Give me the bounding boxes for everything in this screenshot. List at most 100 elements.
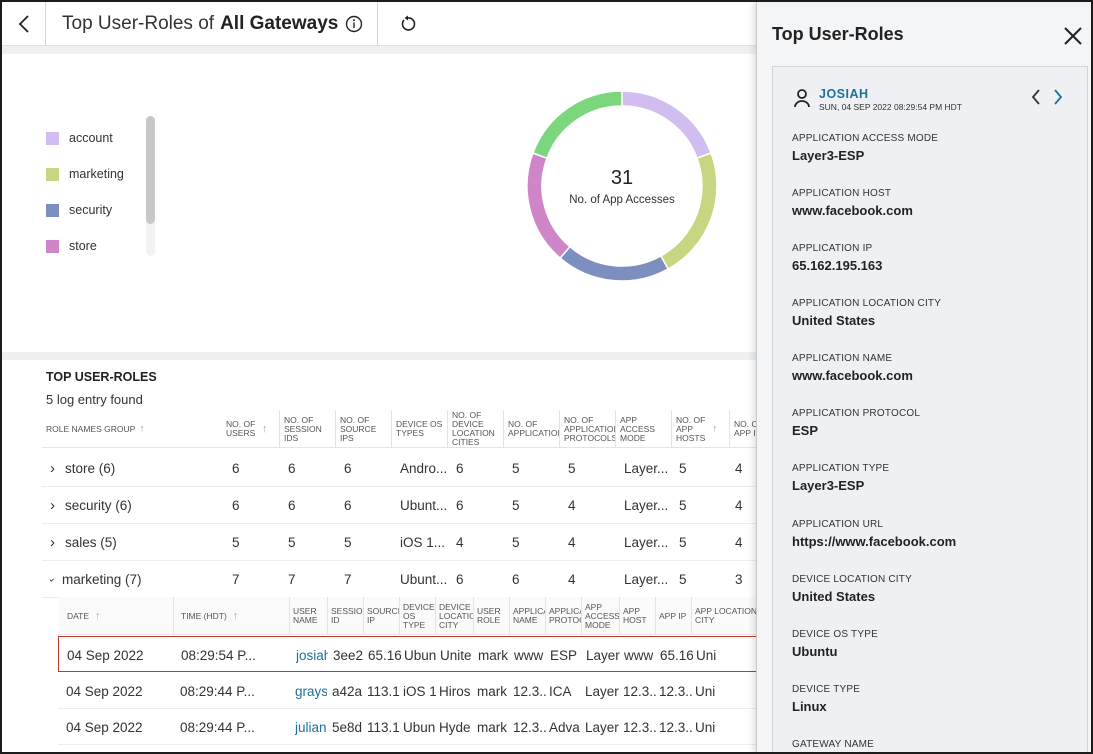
next-record-button[interactable] — [1053, 89, 1063, 110]
column-header-application-name[interactable]: APPLICATION NAME — [510, 597, 546, 635]
column-header-app-access-mode[interactable]: APP ACCESS MODE — [616, 410, 672, 448]
user-summary: JOSIAH SUN, 04 SEP 2022 08:29:54 PM HDT — [793, 87, 962, 112]
legend-item-account[interactable]: account — [46, 120, 124, 156]
cell-time: 08:29:54 P... — [181, 647, 256, 663]
column-header-app-host[interactable]: APP HOST — [620, 597, 656, 635]
user-timestamp: SUN, 04 SEP 2022 08:29:54 PM HDT — [819, 102, 963, 112]
table-row-group[interactable]: › security (6) 6 6 6 Ubunt... 6 5 4 Layer… — [42, 487, 762, 524]
column-header-device-os-types[interactable]: DEVICE OS TYPES — [392, 410, 448, 448]
field-label: DEVICE OS TYPE — [792, 629, 878, 640]
table-row-selected[interactable]: 04 Sep 2022 08:29:54 P... josiah 3ee2 65… — [58, 636, 762, 672]
detail-panel: Top User-Roles JOSIAH SUN, 04 SEP 2022 0… — [756, 2, 1091, 752]
table-title: TOP USER-ROLES — [46, 370, 157, 384]
previous-record-button[interactable] — [1031, 89, 1041, 110]
column-header-role-names[interactable]: ROLE NAMES GROUP ↑ — [46, 422, 145, 435]
cell-time: 08:29:44 P... — [180, 683, 255, 699]
field-value: Ubuntu — [792, 644, 838, 659]
close-button[interactable] — [1059, 22, 1087, 50]
table-header-row: ROLE NAMES GROUP ↑ NO. OF USERS ↑ NO. OF S… — [42, 410, 762, 448]
donut-segment[interactable] — [621, 90, 713, 160]
chevron-right-icon: › — [50, 534, 55, 551]
table-row-group[interactable]: › store (6) 6 6 6 Andro... 6 5 5 Layer...… — [42, 450, 762, 487]
field-label: DEVICE TYPE — [792, 684, 861, 695]
refresh-button[interactable] — [378, 2, 438, 46]
cell-location-cities: 6 — [456, 498, 464, 513]
column-header-device-location-city[interactable]: DEVICE LOCATION CITY — [436, 597, 474, 635]
cell-app-ips: 4 — [735, 461, 743, 476]
column-header-app-ips[interactable]: NO. OF APP IPS — [734, 419, 762, 438]
cell-device-os: iOS 1... — [400, 535, 446, 550]
detail-card: JOSIAH SUN, 04 SEP 2022 08:29:54 PM HDT … — [772, 66, 1088, 752]
column-header-application-protocols[interactable]: NO. OF APPLICATION PROTOCOLS — [560, 410, 616, 448]
sort-arrow-icon[interactable]: ↑ — [712, 422, 718, 435]
legend-item-security[interactable]: security — [46, 192, 124, 228]
column-header-source-ips[interactable]: NO. OF SOURCE IPS — [336, 410, 392, 448]
column-header-session-id[interactable]: SESSION ID — [328, 597, 364, 635]
back-button[interactable] — [2, 2, 46, 46]
table-row-group-expanded[interactable]: ›marketing (7) 7 7 7 Ubunt... 6 6 4 Laye… — [42, 561, 762, 598]
cell-source-ip: 113.1. — [367, 719, 400, 735]
column-header-users[interactable]: NO. OF USERS ↑ — [222, 410, 280, 448]
sort-arrow-icon[interactable]: ↑ — [232, 609, 239, 622]
chart-legend: account marketing security store — [46, 120, 124, 264]
field-label: APPLICATION NAME — [792, 353, 893, 364]
cell-app-hosts: 5 — [679, 572, 687, 587]
expand-toggle[interactable]: › security (6) — [50, 487, 132, 524]
cell-users: 6 — [232, 461, 240, 476]
column-header-device-location-cities[interactable]: NO. OF DEVICE LOCATION CITIES — [448, 410, 504, 448]
cell-source-ips: 5 — [344, 535, 352, 550]
cell-app-ips: 4 — [735, 498, 743, 513]
cell-device-location-city: Hyde — [439, 719, 471, 735]
column-header-source-ip[interactable]: SOURCE IP — [364, 597, 400, 635]
expand-toggle[interactable]: › sales (5) — [50, 524, 117, 561]
user-name-link[interactable]: grays — [295, 683, 327, 699]
column-header-app-access-mode[interactable]: APP ACCESS MODE — [582, 597, 620, 635]
column-header-application-protocol[interactable]: APPLICATION PROTOCOL — [546, 597, 582, 635]
cell-app-ips: 3 — [735, 572, 743, 587]
cell-application-name: www — [514, 647, 544, 663]
column-header-date[interactable]: DATE ↑ — [58, 597, 174, 635]
column-header-user-name[interactable]: USER NAME — [290, 597, 328, 635]
donut-segment[interactable] — [526, 152, 571, 260]
cell-application-name: 12.3.. — [513, 719, 546, 735]
cell-applications: 5 — [512, 498, 520, 513]
legend-swatch — [46, 131, 59, 145]
cell-application-protocol: ESP — [550, 647, 578, 663]
column-header-user-role[interactable]: USER ROLE — [474, 597, 510, 635]
donut-segment[interactable] — [531, 90, 623, 160]
column-header-device-os-type[interactable]: DEVICE OS TYPE — [400, 597, 436, 635]
donut-segment[interactable] — [659, 152, 718, 271]
sort-arrow-icon[interactable]: ↑ — [95, 609, 101, 622]
field-application-type: APPLICATION TYPE Layer3-ESP — [792, 463, 889, 493]
expand-toggle[interactable]: › store (6) — [50, 450, 115, 487]
legend-label: security — [69, 203, 113, 217]
cell-device-os: Andro... — [400, 461, 448, 476]
column-header-applications[interactable]: NO. OF APPLICATIONS — [504, 410, 560, 448]
cell-app-location-city: Uni — [695, 683, 716, 699]
info-icon[interactable] — [345, 15, 363, 33]
legend-item-store[interactable]: store — [46, 228, 124, 264]
table-row[interactable]: 04 Sep 2022 08:29:44 P... grays a42a 113… — [58, 673, 762, 709]
sort-arrow-icon[interactable]: ↑ — [139, 422, 145, 435]
page-title: Top User-Roles of All Gateways — [46, 2, 363, 46]
column-header-app-ip[interactable]: APP IP — [656, 597, 692, 635]
column-header-time[interactable]: TIME (HDT) ↑ — [174, 597, 290, 635]
column-header-session-ids[interactable]: NO. OF SESSION IDS — [280, 410, 336, 448]
legend-item-marketing[interactable]: marketing — [46, 156, 124, 192]
field-value: https://www.facebook.com — [792, 534, 957, 549]
table-row[interactable]: 04 Sep 2022 08:29:44 P... julian 5e8d 11… — [58, 709, 762, 745]
field-label: GATEWAY NAME — [792, 739, 875, 750]
collapse-toggle[interactable]: ›marketing (7) — [50, 561, 142, 598]
legend-scrollbar[interactable] — [146, 116, 155, 224]
table-row-group[interactable]: › sales (5) 5 5 5 iOS 1... 4 5 4 Layer...… — [42, 524, 762, 561]
group-name: sales (5) — [65, 535, 117, 550]
group-name: store (6) — [65, 461, 116, 476]
user-name-link[interactable]: julian — [295, 719, 327, 735]
field-value: Layer3-ESP — [792, 478, 865, 493]
sort-arrow-icon[interactable]: ↑ — [262, 422, 268, 435]
user-name-link[interactable]: josiah — [296, 647, 328, 663]
column-header-app-hosts[interactable]: NO. OF APP HOSTS ↑ — [672, 410, 730, 448]
column-header-app-location-city[interactable]: APP LOCATION CITY — [695, 606, 758, 625]
donut-segment[interactable] — [559, 245, 670, 282]
